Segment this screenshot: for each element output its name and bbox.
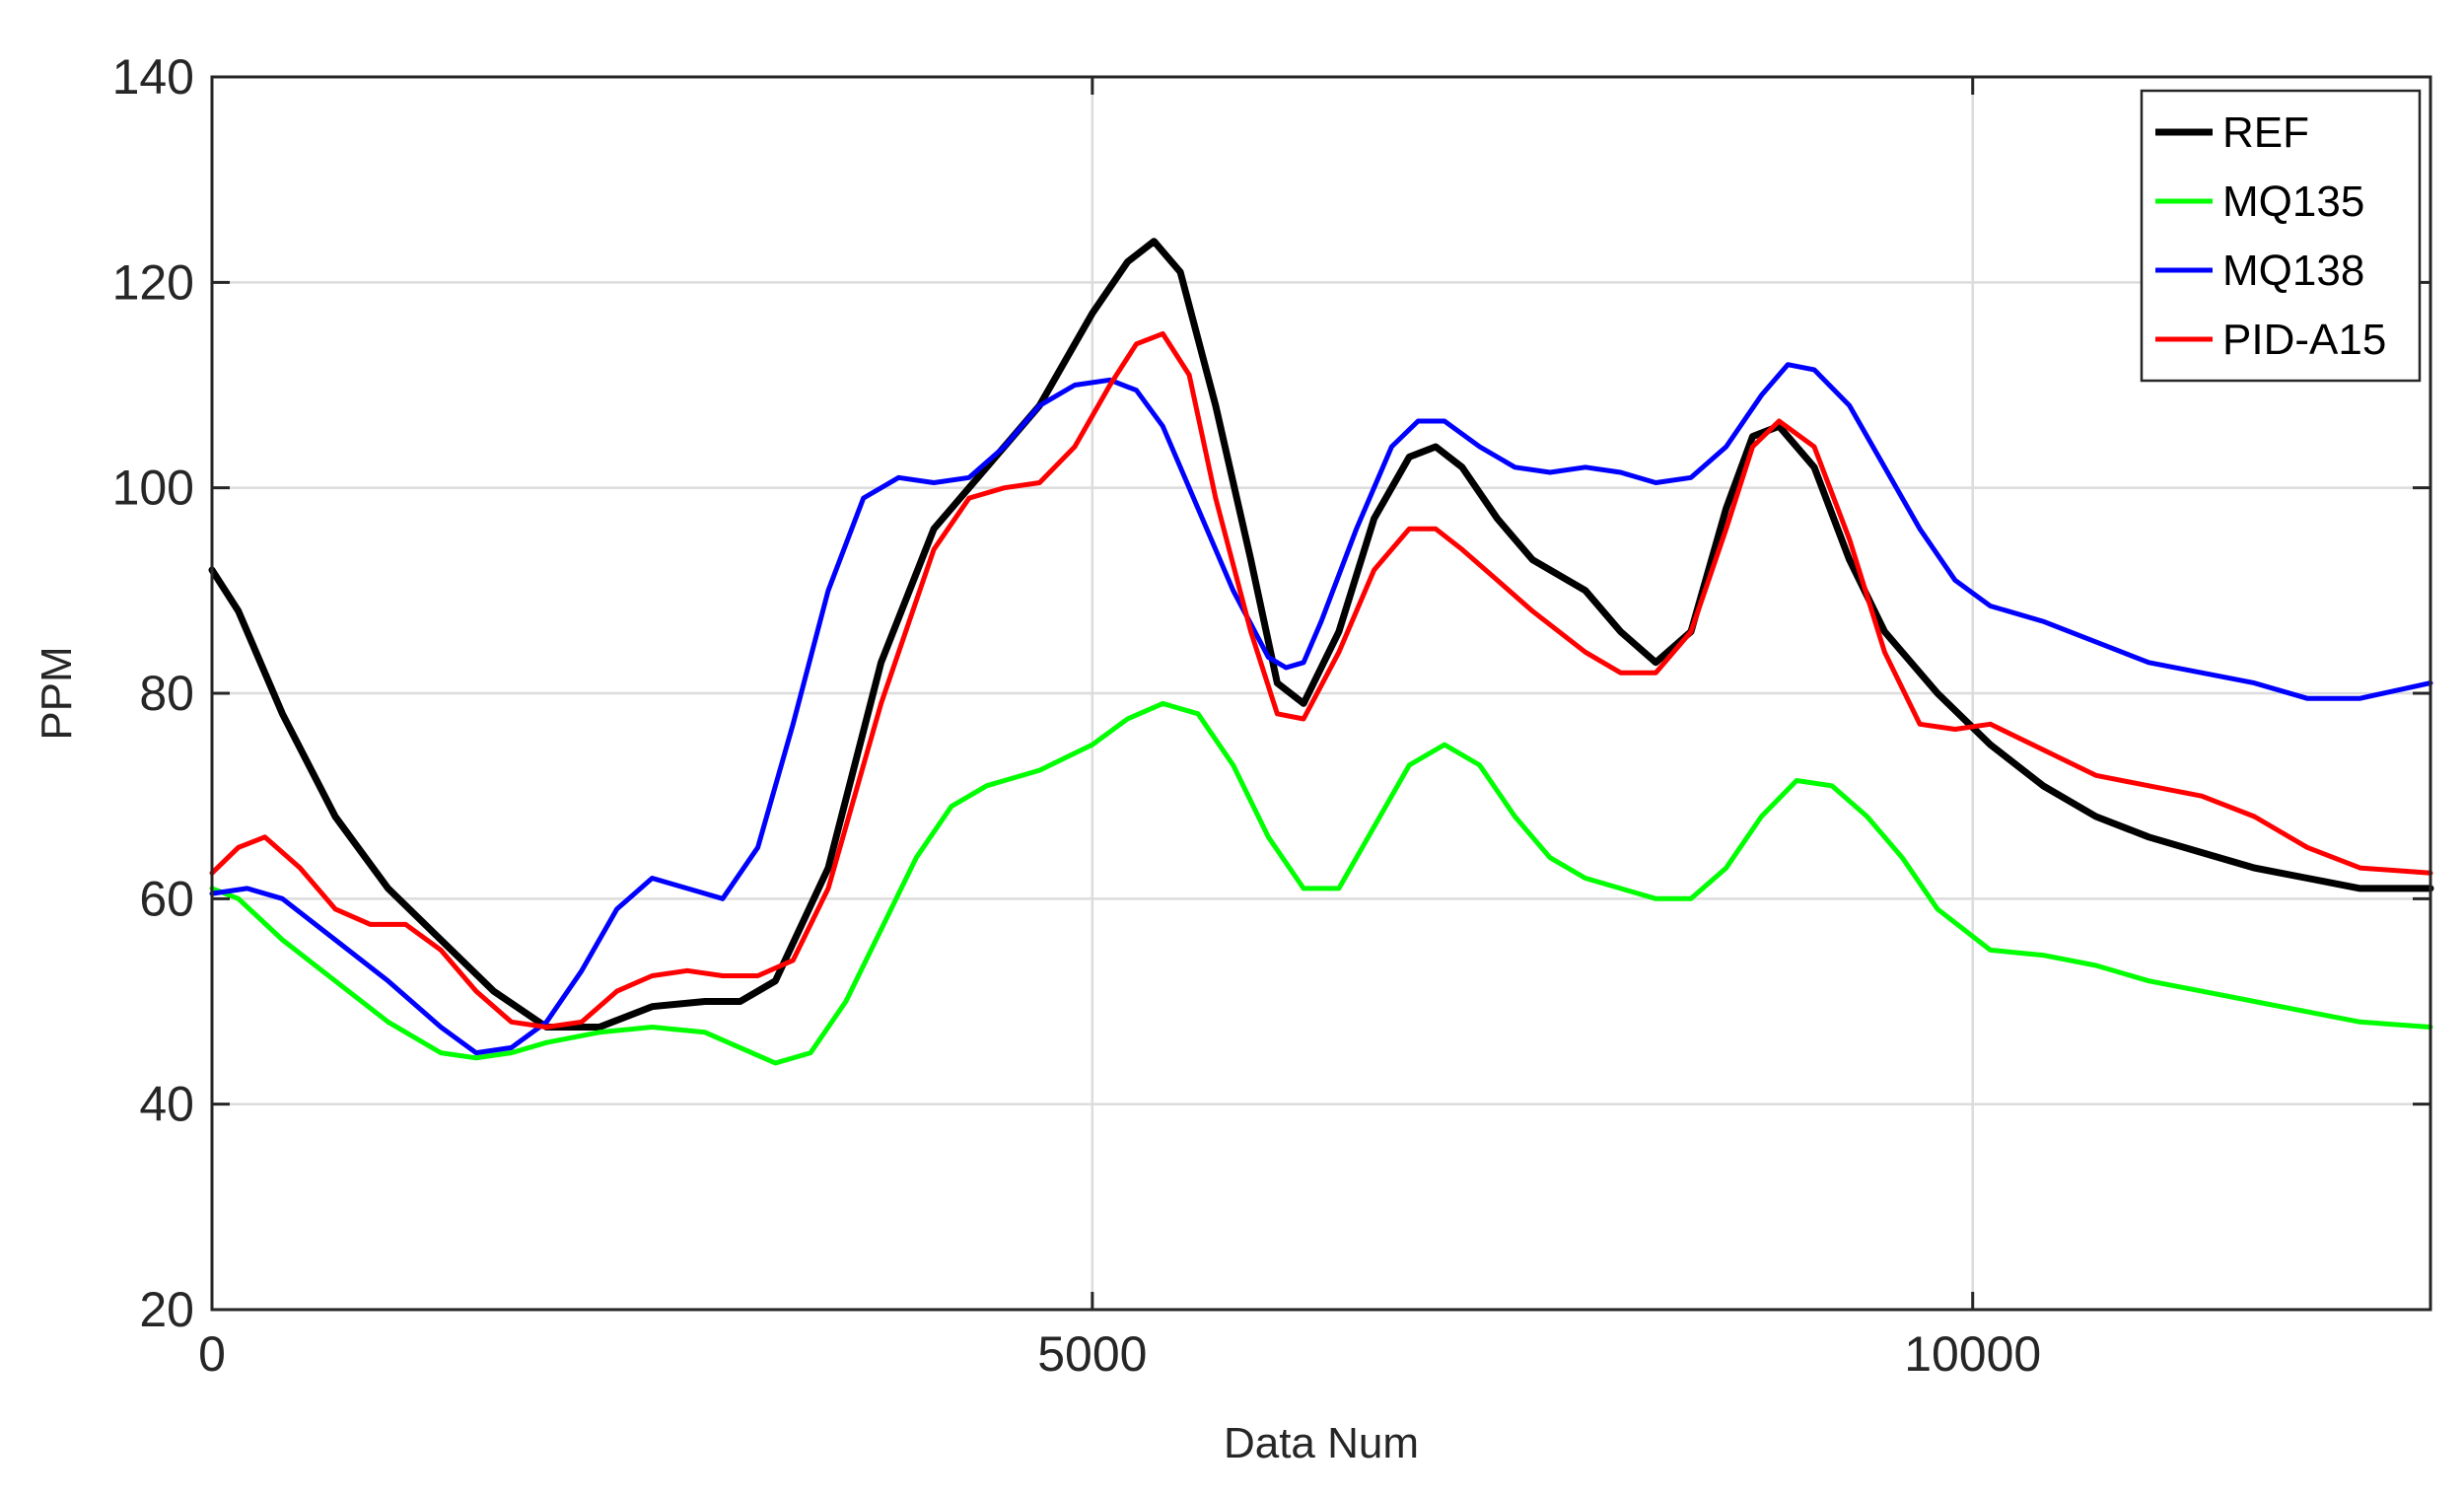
series-line-pid-a15 [209,330,2433,1030]
y-tick-label: 100 [112,461,194,516]
y-tick-label: 20 [139,1282,194,1337]
series-line-mq135 [209,700,2433,1066]
y-tick-label: 60 [139,871,194,926]
series-line-ref [208,238,2434,1031]
legend-box [2140,89,2422,383]
x-tick-label: 5000 [1037,1326,1147,1382]
series-line-mq138 [209,362,2433,1056]
series-layer [208,238,2434,1066]
legend: REF MQ135 MQ138 PID-A15 [2140,89,2422,383]
y-tick-label: 120 [112,254,194,310]
y-tick-label: 40 [139,1077,194,1132]
legend-label: REF [2222,108,2309,157]
x-tick-label: 0 [198,1326,226,1382]
grid-layer [212,77,2430,1310]
x-axis-label: Data Num [1224,1419,1419,1467]
axes-layer: 20 40 60 80 100 120 140 0 5000 10000 [112,49,2432,1382]
legend-label: MQ138 [2222,247,2364,295]
y-tick-label: 140 [112,49,194,105]
y-tick-label: 80 [139,666,194,721]
y-axis-label: PPM [33,646,81,740]
x-tick-label: 10000 [1904,1326,2041,1382]
legend-label: MQ135 [2222,178,2364,226]
legend-label: PID-A15 [2222,316,2386,364]
